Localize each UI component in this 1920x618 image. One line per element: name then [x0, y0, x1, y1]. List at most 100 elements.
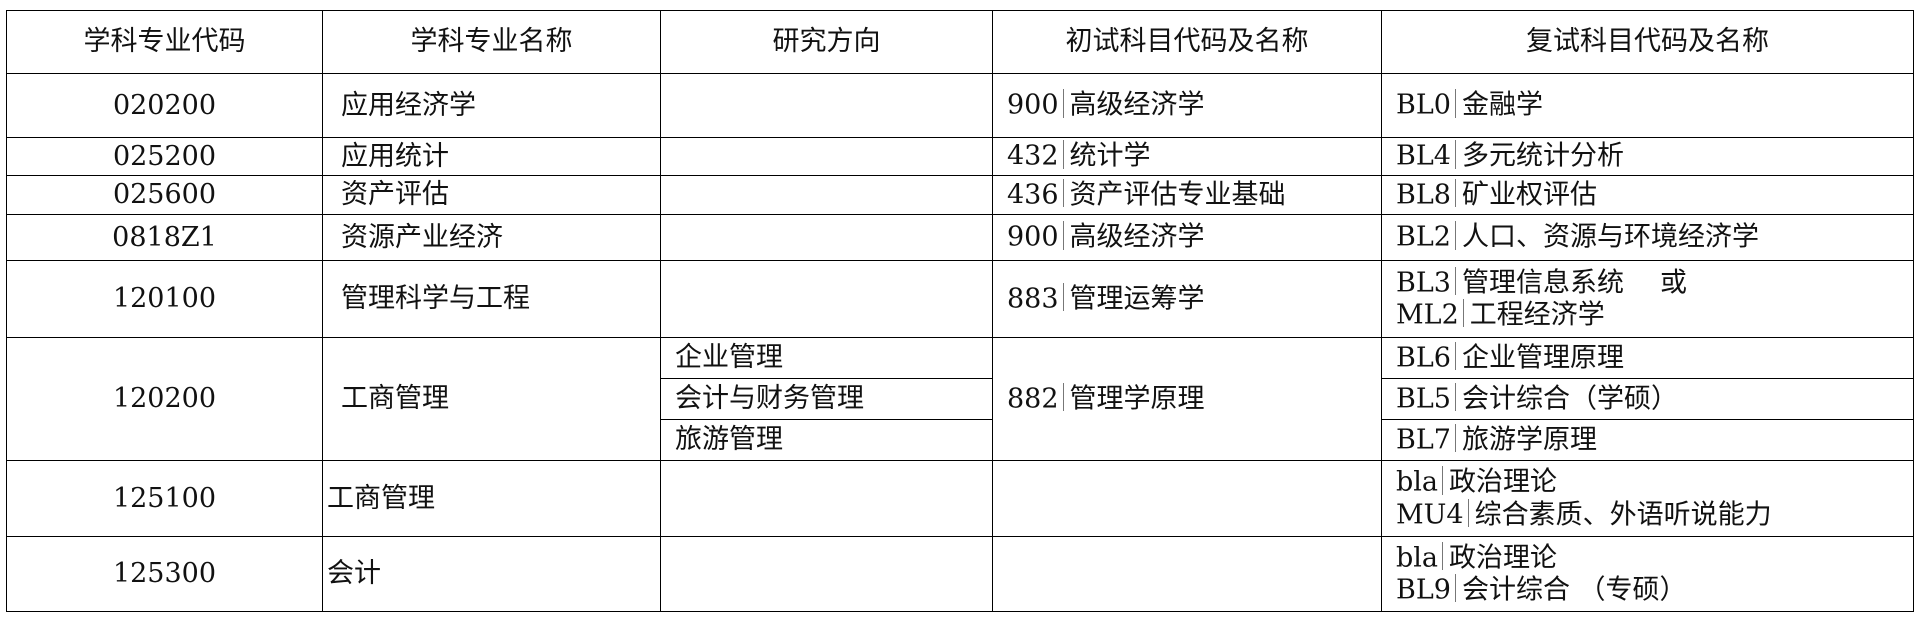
subject: BL4 多元统计分析	[1396, 140, 1899, 172]
subject-code: BL8	[1396, 179, 1451, 211]
header-cell: 研究方向	[660, 10, 993, 74]
separator	[1062, 382, 1064, 412]
subject-code: ML2	[1396, 299, 1459, 331]
subject-code: MU4	[1396, 498, 1464, 530]
subject-name: 政治理论	[1449, 542, 1558, 574]
subject: 432 统计学	[1007, 140, 1367, 172]
subject-name: 管理运筹学	[1069, 283, 1205, 315]
header-row: 学科专业代码 学科专业名称 研究方向 初试科目代码及名称 复试科目代码及名称	[6, 10, 1914, 74]
subject-code: BL7	[1396, 424, 1451, 456]
separator	[1442, 466, 1444, 495]
subject-name: 管理学原理	[1069, 383, 1205, 415]
major-code: 120200	[6, 337, 323, 461]
subject: BL5 会计综合（学硕）	[1396, 382, 1899, 415]
subject: BL3 管理信息系统 或	[1396, 266, 1899, 299]
subject: ML2 工程经济学	[1396, 299, 1899, 331]
direction-cell	[660, 73, 993, 138]
exam1-cell: 900 高级经济学	[992, 214, 1382, 261]
subject-name: 工程经济学	[1469, 299, 1605, 331]
header-cell: 复试科目代码及名称	[1381, 10, 1914, 74]
major-code: 0818Z1	[6, 214, 323, 261]
direction-cell	[660, 260, 993, 338]
subject-code: BL6	[1396, 342, 1451, 374]
subject: BL7 旅游学原理	[1396, 423, 1899, 456]
subject-code: BL2	[1396, 221, 1451, 253]
major-code: 025200	[6, 137, 323, 176]
direction: 会计与财务管理	[660, 378, 993, 420]
table-row: 020200 应用经济学 900 高级经济学 BL0 金融学	[6, 73, 1914, 138]
header-cell: 学科专业名称	[322, 10, 661, 74]
major-name: 资产评估	[322, 175, 661, 215]
separator	[1062, 140, 1064, 169]
major-name: 应用经济学	[322, 73, 661, 138]
subject: 882 管理学原理	[1007, 382, 1367, 415]
direction: 企业管理	[660, 337, 993, 379]
separator	[1454, 574, 1456, 603]
exam1-cell	[992, 536, 1382, 612]
exam2-cell: BL2 人口、资源与环境经济学	[1381, 214, 1914, 261]
separator	[1467, 498, 1469, 527]
subject-code: 900	[1007, 221, 1059, 253]
major-code: 025600	[6, 175, 323, 215]
subject-code: BL3	[1396, 267, 1451, 299]
exam1-cell: 883 管理运筹学	[992, 260, 1382, 338]
separator	[1062, 282, 1064, 312]
major-code: 125300	[6, 536, 323, 612]
subject-note: 或	[1659, 267, 1687, 299]
exam2-cell: BL0 金融学	[1381, 73, 1914, 138]
major-name: 管理科学与工程	[322, 260, 661, 338]
table-row: 025200 应用统计 432 统计学 BL4 多元统计分析	[6, 137, 1914, 176]
subject-name: 企业管理原理	[1461, 342, 1624, 374]
header-cell: 学科专业代码	[6, 10, 323, 74]
direction-cell	[660, 175, 993, 215]
direction-cell	[660, 536, 993, 612]
subject-name: 政治理论	[1449, 466, 1558, 498]
exam1-cell	[992, 460, 1382, 537]
separator	[1062, 178, 1064, 208]
exam2-cell: BL4 多元统计分析	[1381, 137, 1914, 176]
table-body: 学科专业代码 学科专业名称 研究方向 初试科目代码及名称 复试科目代码及名称 020200…	[6, 10, 1914, 612]
direction: 旅游管理	[660, 419, 993, 461]
subject-code: 900	[1007, 89, 1059, 121]
separator	[1454, 221, 1456, 250]
separator	[1454, 423, 1456, 453]
header-cell: 初试科目代码及名称	[992, 10, 1382, 74]
exam2-cell: BL7 旅游学原理	[1381, 419, 1914, 461]
major-code: 125100	[6, 460, 323, 537]
subject-name: 人口、资源与环境经济学	[1461, 221, 1759, 253]
subject-code: BL5	[1396, 383, 1451, 415]
subject-name: 高级经济学	[1069, 89, 1205, 121]
subject: 900 高级经济学	[1007, 89, 1367, 121]
subject-name: 多元统计分析	[1461, 140, 1624, 172]
exam2-cell: BL6 企业管理原理	[1381, 337, 1914, 379]
subject: BL9 会计综合 （专硕）	[1396, 574, 1899, 606]
subject-name: 资产评估专业基础	[1069, 179, 1286, 211]
subject: BL2 人口、资源与环境经济学	[1396, 221, 1899, 253]
subject: BL8 矿业权评估	[1396, 178, 1899, 211]
subject: MU4 综合素质、外语听说能力	[1396, 498, 1899, 531]
subject-code: BL9	[1396, 574, 1451, 606]
exam2-cell: BL3 管理信息系统 或 ML2 工程经济学	[1381, 260, 1914, 338]
subject-name: 矿业权评估	[1461, 179, 1597, 211]
separator	[1454, 382, 1456, 412]
exam1-cell: 900 高级经济学	[992, 73, 1382, 138]
subject-code: 882	[1007, 383, 1059, 415]
subject-code: bla	[1396, 542, 1439, 574]
subject-code: 432	[1007, 140, 1059, 172]
table-row: 025600 资产评估 436 资产评估专业基础 BL8 矿业权评估	[6, 175, 1914, 215]
separator	[1454, 341, 1456, 371]
exam2-cell: BL8 矿业权评估	[1381, 175, 1914, 215]
subject: BL0 金融学	[1396, 89, 1899, 121]
separator	[1062, 89, 1064, 118]
table-row: 0818Z1 资源产业经济 900 高级经济学 BL2 人口、资源与环境经济学	[6, 214, 1914, 261]
table-row: 120100 管理科学与工程 883 管理运筹学 BL3 管理信息系统 或 ML2 工程经济学	[6, 260, 1914, 338]
exam2-cell: bla 政治理论 BL9 会计综合 （专硕）	[1381, 536, 1914, 612]
subject-name: 会计综合（学硕）	[1461, 383, 1678, 415]
table: 学科专业代码 学科专业名称 研究方向 初试科目代码及名称 复试科目代码及名称 020200…	[6, 10, 1914, 612]
exam2-cell: BL5 会计综合（学硕）	[1381, 378, 1914, 420]
major-code: 020200	[6, 73, 323, 138]
major-code: 120100	[6, 260, 323, 338]
subject: bla 政治理论	[1396, 466, 1899, 498]
